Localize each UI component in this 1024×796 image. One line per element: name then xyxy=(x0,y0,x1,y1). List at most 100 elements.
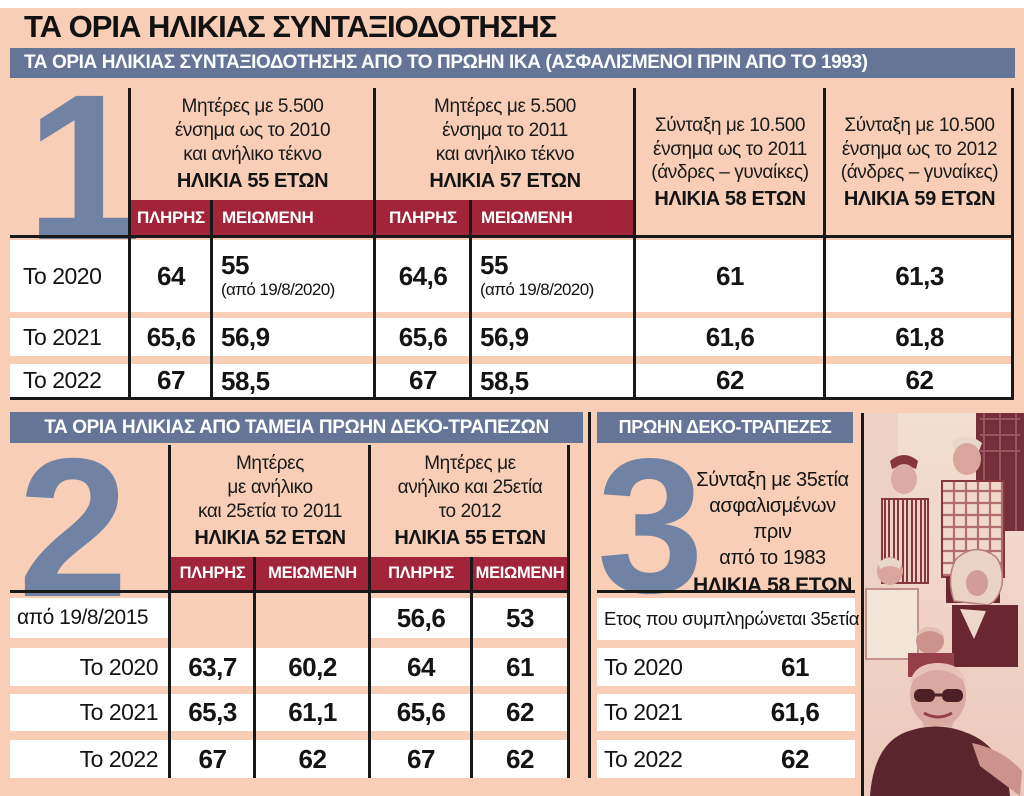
cell-value: 61,8 xyxy=(825,318,1014,356)
table-bottom-rule xyxy=(10,397,1014,400)
empty-cell xyxy=(170,598,255,638)
cell-value: 67 xyxy=(370,740,472,778)
grid-line xyxy=(168,445,171,778)
cell-value: 56,9 xyxy=(471,318,635,356)
table-row: Το 2022 62 xyxy=(597,740,855,778)
cell-value: 61 xyxy=(635,240,825,312)
col-group-desc: Μητέρες με ανήλικο και 25ετία το 2011 xyxy=(197,453,343,522)
grid-line xyxy=(567,445,570,778)
cell-value: 58,5 xyxy=(480,365,529,396)
col-group-desc: Μητέρες με 5.500 ένσημα ως το 2010 και α… xyxy=(174,96,331,165)
subheader-full: ΠΛΗΡΗΣ xyxy=(137,207,205,227)
grid-line xyxy=(469,200,472,400)
row-label: Το 2020 xyxy=(10,240,130,312)
big-number-2: 2 xyxy=(18,417,128,638)
col-group-10500-2012: Σύνταξη με 10.500 ένσημα ως το 2012 (άνδ… xyxy=(825,88,1014,237)
row-label: Το 2020 xyxy=(604,653,683,680)
col-group-desc: Σύνταξη με 35ετία ασφαλισμένων πριν από … xyxy=(696,468,849,569)
subheader-reduced: ΜΕΙΩΜΕΝΗ xyxy=(481,207,573,227)
subheader-reduced: ΜΕΙΩΜΕΝΗ xyxy=(268,564,357,582)
cell-value: 55 xyxy=(480,250,508,280)
col-group-mothers-2010: Μητέρες με 5.500 ένσημα ως το 2010 και α… xyxy=(130,88,375,200)
section2-header-bar: ΤΑ ΟΡΙΑ ΗΛΙΚΙΑΣ ΑΠΟ ΤΑΜΕΙΑ ΠΡΩΗΝ ΔΕΚΟ-ΤΡ… xyxy=(10,412,583,443)
col-group-desc: Σύνταξη με 10.500 ένσημα ως το 2011 (άνδ… xyxy=(651,114,809,184)
grid-line xyxy=(373,88,376,400)
note-row: Ετος που συμπληρώνεται 35ετία xyxy=(597,598,859,640)
row-label: Το 2021 xyxy=(604,699,683,725)
grid-line xyxy=(1011,88,1014,400)
cell-value: 64,6 xyxy=(375,240,471,312)
col-group-age: ΗΛΙΚΙΑ 59 ΕΤΩΝ xyxy=(843,188,996,211)
col-group-desc: Μητέρες με ανήλικο και 25ετία το 2012 xyxy=(397,453,543,522)
cell-value: 62 xyxy=(825,364,1014,397)
row-label: Το 2022 xyxy=(10,740,170,778)
table-deko-banks: 2 Μητέρες με ανήλικο και 25ετία το 2011 … xyxy=(10,417,588,778)
cell-value-with-note: 55 (από 19/8/2020) xyxy=(471,240,635,312)
cell-value: 58,5 xyxy=(471,364,635,397)
row-label: Το 2022 xyxy=(604,745,683,772)
table-row: Το 2022 67 62 67 62 xyxy=(10,740,568,778)
col-group-age: ΗΛΙΚΙΑ 57 ΕΤΩΝ xyxy=(429,169,581,192)
col-group-mothers-25y-2011: Μητέρες με ανήλικο και 25ετία το 2011 ΗΛ… xyxy=(170,445,370,557)
subheader-reduced: ΜΕΙΩΜΕΝΗ xyxy=(222,207,314,227)
table-top-rule xyxy=(597,590,855,593)
cell-value: 65,3 xyxy=(170,694,255,731)
row-label: Το 2021 xyxy=(10,694,170,731)
section2-header-label: ΤΑ ΟΡΙΑ ΗΛΙΚΙΑΣ ΑΠΟ ΤΑΜΕΙΑ ΠΡΩΗΝ ΔΕΚΟ-ΤΡ… xyxy=(44,416,549,438)
table-row: Το 2020 61 xyxy=(597,648,855,686)
table-row: από 19/8/2015 56,6 53 xyxy=(10,598,568,638)
cell-value: 62 xyxy=(255,740,370,778)
col-group-age: ΗΛΙΚΙΑ 58 ΕΤΩΝ xyxy=(654,188,806,211)
col-group-age: ΗΛΙΚΙΑ 52 ΕΤΩΝ xyxy=(194,526,346,549)
grid-line xyxy=(470,557,473,778)
cell-value: 56,6 xyxy=(370,598,472,638)
table-row: Το 2021 65,6 56,9 65,6 56,9 61,6 61,8 xyxy=(10,318,1014,356)
table-row: Το 2022 67 58,5 67 58,5 62 62 xyxy=(10,364,1014,397)
cell-value: 61 xyxy=(472,648,568,686)
cell-value-with-note: 55 (από 19/8/2020) xyxy=(212,240,375,312)
cell-value: 56,9 xyxy=(221,322,270,352)
cell-value: 64 xyxy=(130,240,212,312)
col-group-desc: Σύνταξη με 10.500 ένσημα ως το 2012 (άνδ… xyxy=(840,114,999,184)
table-deko-35y: 3 Σύνταξη με 35ετία ασφαλισμένων πριν απ… xyxy=(597,418,859,778)
big-number-3: 3 xyxy=(597,418,704,633)
section-divider-line xyxy=(588,412,591,778)
cell-value: 61,1 xyxy=(255,694,370,731)
table-ika: 1 Μητέρες με 5.500 ένσημα ως το 2010 και… xyxy=(10,64,1014,400)
grid-line xyxy=(253,557,256,778)
empty-cell xyxy=(255,598,370,638)
row-label: Το 2022 xyxy=(10,364,130,397)
subheader-full: ΠΛΗΡΗΣ xyxy=(179,564,246,582)
col-group-35y: Σύνταξη με 35ετία ασφαλισμένων πριν από … xyxy=(690,469,855,597)
cell-value: 67 xyxy=(130,364,212,397)
col-group-age: ΗΛΙΚΙΑ 55 ΕΤΩΝ xyxy=(176,169,329,192)
page-title: ΤΑ ΟΡΙΑ ΗΛΙΚΙΑΣ ΣΥΝΤΑΞΙΟΔΟΤΗΣΗΣ xyxy=(24,9,557,44)
section1-header-bar: ΤΑ ΟΡΙΑ ΗΛΙΚΙΑΣ ΣΥΝΤΑΞΙΟΔΟΤΗΣΗΣ ΑΠΟ ΤΟ Π… xyxy=(10,48,1015,78)
cell-value: 65,6 xyxy=(130,318,212,356)
cell-value: 62 xyxy=(472,740,568,778)
col-group-age: ΗΛΙΚΙΑ 58 ΕΤΩΝ xyxy=(692,573,853,597)
cell-note: (από 19/8/2020) xyxy=(221,280,335,299)
cell-value: 56,9 xyxy=(480,322,529,352)
cell-value: 56,9 xyxy=(212,318,375,356)
pensioners-photo xyxy=(861,413,1024,796)
grid-line xyxy=(823,88,826,400)
cell-value: 61,3 xyxy=(825,240,1014,312)
cell-value: 61,6 xyxy=(635,318,825,356)
table-row: Το 2021 61,6 xyxy=(597,694,855,731)
col-group-10500-2011: Σύνταξη με 10.500 ένσημα ως το 2011 (άνδ… xyxy=(635,88,825,237)
cell-value: 61,6 xyxy=(770,697,820,727)
cell-value: 58,5 xyxy=(221,365,270,396)
table-top-rule xyxy=(10,235,1014,238)
table-row: Το 2020 63,7 60,2 64 61 xyxy=(10,648,568,686)
cell-value: 65,6 xyxy=(370,694,472,731)
cell-value: 61 xyxy=(781,651,809,682)
cell-value: 62 xyxy=(472,694,568,731)
cell-value: 60,2 xyxy=(255,648,370,686)
subheader-full: ΠΛΗΡΗΣ xyxy=(388,564,454,582)
cell-value: 53 xyxy=(472,598,568,638)
cell-value: 55 xyxy=(221,250,249,280)
row-label: Το 2020 xyxy=(10,648,170,686)
cell-value: 67 xyxy=(375,364,471,397)
